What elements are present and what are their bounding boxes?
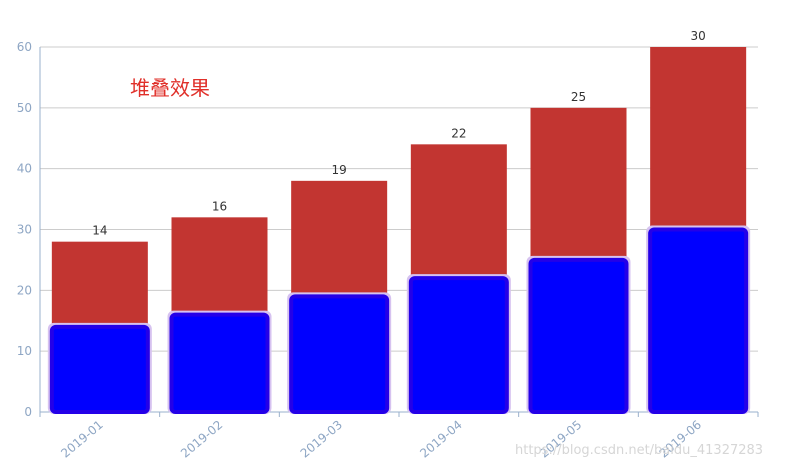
bar-series1-2019-06 [648, 227, 749, 414]
value-label-2019-05: 25 [571, 90, 586, 104]
value-label-2019-03: 19 [332, 163, 347, 177]
bar-series2-2019-06 [650, 47, 747, 230]
y-tick-label-0: 0 [24, 405, 32, 419]
value-label-2019-06: 30 [691, 29, 706, 43]
x-tick-label-2019-03: 2019-03 [298, 418, 345, 461]
value-label-2019-02: 16 [212, 199, 227, 213]
x-tick-label-2019-02: 2019-02 [178, 418, 225, 461]
bar-series1-2019-01 [49, 324, 150, 415]
watermark-text: https://blog.csdn.net/baidu_41327283 [515, 443, 764, 458]
y-tick-label-1: 10 [17, 344, 32, 358]
bar-series2-2019-05 [530, 107, 627, 260]
value-label-2019-01: 14 [92, 224, 107, 238]
x-tick-label-2019-04: 2019-04 [417, 418, 464, 461]
bar-series1-2019-03 [289, 294, 390, 414]
y-tick-label-5: 50 [17, 101, 32, 115]
bar-series2-2019-03 [291, 180, 388, 297]
bar-series2-2019-04 [410, 144, 507, 279]
y-tick-label-2: 20 [17, 283, 32, 297]
bar-series1-2019-04 [408, 276, 509, 414]
x-tick-label-2019-01: 2019-01 [58, 418, 105, 461]
bar-series1-2019-05 [528, 257, 629, 414]
bar-series2-2019-02 [171, 217, 268, 315]
y-tick-label-6: 60 [17, 40, 32, 54]
bar-series1-2019-02 [169, 312, 270, 414]
y-tick-label-4: 40 [17, 162, 32, 176]
chart-title: 堆叠效果 [130, 76, 210, 100]
bar-series2-2019-01 [51, 241, 148, 327]
value-label-2019-04: 22 [451, 126, 466, 140]
y-tick-label-3: 30 [17, 223, 32, 237]
